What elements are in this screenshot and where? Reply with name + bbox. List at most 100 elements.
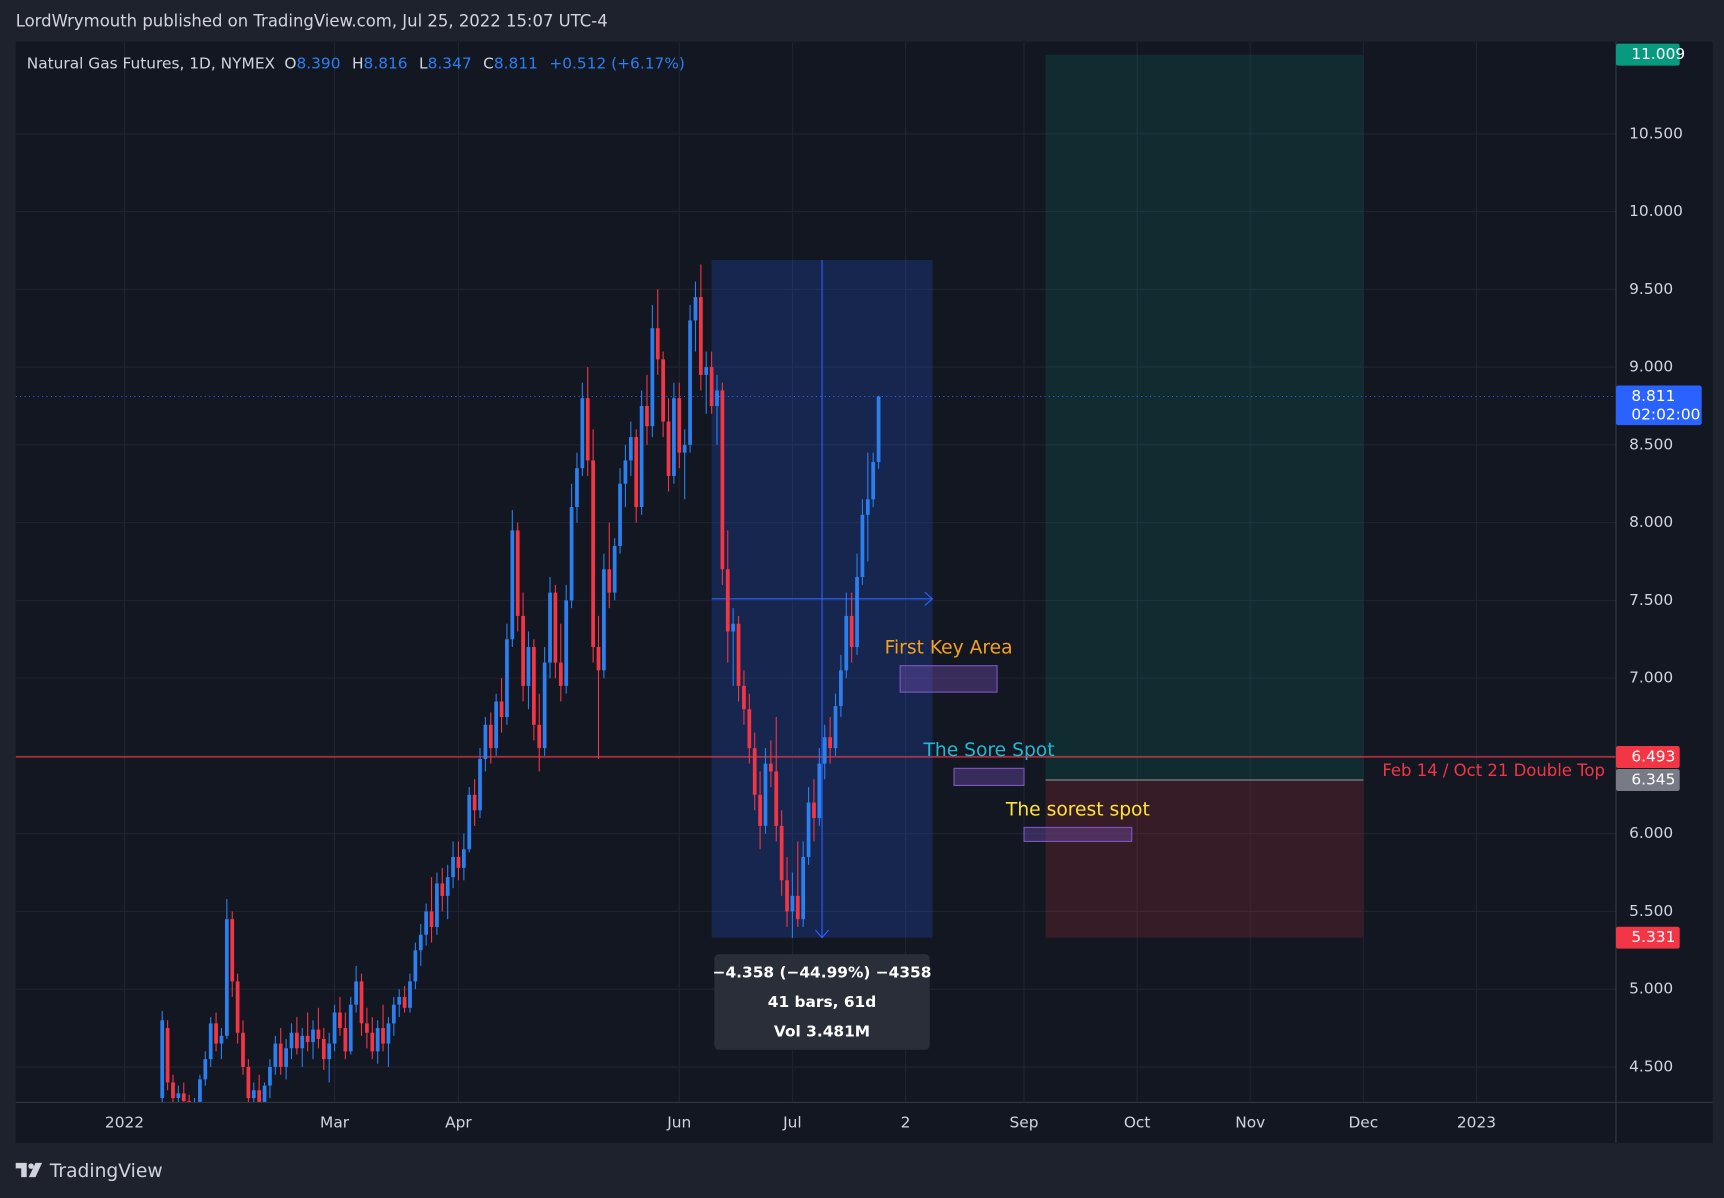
l-label: L xyxy=(419,54,428,72)
candle-body xyxy=(548,592,552,663)
candle-body xyxy=(607,569,612,593)
candle-body xyxy=(876,396,881,462)
y-tick-label: 9.500 xyxy=(1629,280,1673,298)
last-price-tag-box xyxy=(1615,385,1702,426)
candle-body xyxy=(844,615,849,671)
candle-body xyxy=(612,545,617,593)
candle-body xyxy=(618,483,622,546)
candle-body xyxy=(698,297,703,375)
candle-body xyxy=(795,895,800,920)
candle-body xyxy=(822,737,827,764)
candle-body xyxy=(553,592,558,663)
legend: Natural Gas Futures, 1D, NYMEX O8.390 H8… xyxy=(27,54,685,72)
candle-body xyxy=(585,398,590,461)
y-tick-label: 5.500 xyxy=(1629,902,1673,920)
x-tick-label: Mar xyxy=(320,1114,350,1132)
tradingview-logo: TradingView xyxy=(15,1161,163,1182)
candle-body xyxy=(537,724,542,749)
candle-body xyxy=(300,1035,305,1049)
candle-body xyxy=(262,1085,267,1103)
o-value: 8.390 xyxy=(296,54,340,72)
y-tick-label: 4.500 xyxy=(1629,1057,1673,1075)
entry-price-tag: 6.345 xyxy=(1631,770,1675,788)
candle-body xyxy=(602,569,606,671)
logo-dot xyxy=(28,1163,34,1169)
x-tick-label: Nov xyxy=(1235,1114,1265,1132)
last-price-tag: 8.811 xyxy=(1631,387,1675,405)
candle-body xyxy=(596,647,601,671)
candle-body xyxy=(833,706,838,749)
c-label: C xyxy=(483,54,494,72)
candle-body xyxy=(682,444,687,453)
y-tick-label: 7.500 xyxy=(1629,591,1673,609)
zone-label: The sorest spot xyxy=(1005,799,1150,820)
y-tick-label: 8.500 xyxy=(1629,435,1673,453)
candle-body xyxy=(628,437,633,461)
candle-body xyxy=(348,1004,353,1052)
candle-body xyxy=(445,877,450,896)
candle-body xyxy=(704,367,709,375)
candle-body xyxy=(413,950,418,982)
hline-price-tag: 6.493 xyxy=(1631,747,1675,765)
candle-body xyxy=(817,763,822,819)
candle-body xyxy=(812,802,816,819)
measure-text: 41 bars, 61d xyxy=(768,993,876,1011)
candle-body xyxy=(645,405,649,427)
candle-body xyxy=(246,1066,251,1099)
candle-body xyxy=(806,802,811,857)
candle-body xyxy=(203,1059,208,1080)
candle-body xyxy=(456,856,461,868)
measure-box xyxy=(714,954,930,1050)
target-price-tag: 11.009 xyxy=(1631,45,1685,63)
candle-body xyxy=(655,328,660,360)
candle-body xyxy=(483,724,488,760)
candle-body xyxy=(386,1023,391,1044)
y-tick-label: 10.500 xyxy=(1629,124,1683,142)
candle-body xyxy=(321,1038,326,1060)
candle-body xyxy=(569,507,574,601)
x-tick-label: Apr xyxy=(445,1114,472,1132)
candle-body xyxy=(742,685,746,710)
candle-body xyxy=(763,763,768,826)
h-label: H xyxy=(352,54,364,72)
measure-h-head xyxy=(924,591,934,606)
candle-body xyxy=(467,794,472,850)
candle-body xyxy=(338,1012,342,1029)
entry-price-tag-box xyxy=(1615,769,1680,791)
candle-body xyxy=(365,1023,369,1033)
candle-body xyxy=(677,398,682,453)
x-tick-label: 2023 xyxy=(1457,1114,1496,1132)
candle-body xyxy=(176,1093,181,1099)
candle-body xyxy=(370,1032,375,1052)
candle-body xyxy=(327,1043,332,1060)
candle-body xyxy=(521,615,525,686)
candle-body xyxy=(839,670,843,707)
y-tick-label: 6.000 xyxy=(1629,824,1673,842)
candle-body xyxy=(720,390,725,570)
logo-mark xyxy=(15,1162,43,1178)
candle-body xyxy=(235,981,240,1033)
candle-body xyxy=(515,530,520,616)
candle-body xyxy=(208,1023,213,1060)
candle-body xyxy=(526,647,531,686)
candle-body xyxy=(219,1035,224,1044)
candle-body xyxy=(623,460,628,484)
candle-body xyxy=(790,895,795,912)
zone-label: First Key Area xyxy=(885,638,1013,659)
candle-body xyxy=(354,981,358,1005)
x-tick-label: 2022 xyxy=(105,1114,144,1132)
candle-body xyxy=(198,1079,202,1103)
measure-v-head xyxy=(815,929,830,939)
plot: First Key Area The Sore Spot The sorest sp… xyxy=(15,41,1616,1103)
candle-body xyxy=(634,437,639,508)
candle-body xyxy=(715,390,719,406)
x-tick-label: Jul xyxy=(782,1114,802,1132)
measure-text: −4.358 (−44.99%) −4358 xyxy=(713,963,932,981)
zone xyxy=(953,767,1025,786)
zone xyxy=(899,665,998,693)
candle-body xyxy=(408,981,412,1008)
publisher-header: LordWrymouth published on TradingView.co… xyxy=(16,11,608,30)
candle-body xyxy=(214,1023,218,1044)
candle-body xyxy=(418,934,423,951)
candle-body xyxy=(359,981,364,1024)
